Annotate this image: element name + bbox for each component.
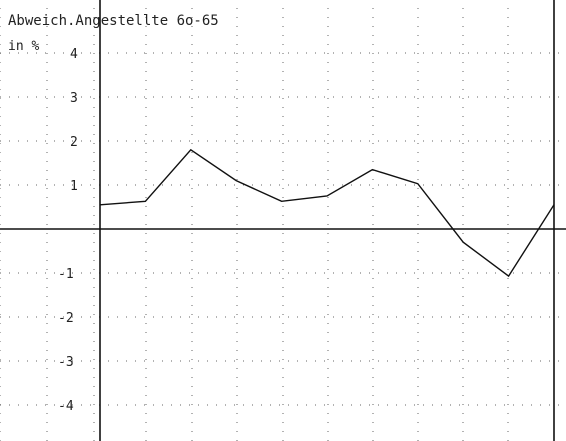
- y-tick-label: -3: [58, 355, 74, 370]
- y-axis-unit-label: in %: [8, 39, 39, 54]
- y-tick-label: 3: [70, 91, 78, 106]
- y-tick-label: 4: [70, 47, 78, 62]
- y-tick-label: 2: [70, 135, 78, 150]
- y-tick-labels: 4 3 2 1 -1 -2 -3 -4: [58, 47, 78, 414]
- series-line: [99, 148, 555, 278]
- grid: [0, 8, 566, 441]
- y-tick-label: 1: [70, 179, 78, 194]
- y-tick-label: -2: [58, 311, 74, 326]
- y-tick-label: -1: [58, 267, 74, 282]
- y-tick-label: -4: [58, 399, 74, 414]
- chart-title: Abweich.Angestellte 6o-65: [8, 13, 219, 29]
